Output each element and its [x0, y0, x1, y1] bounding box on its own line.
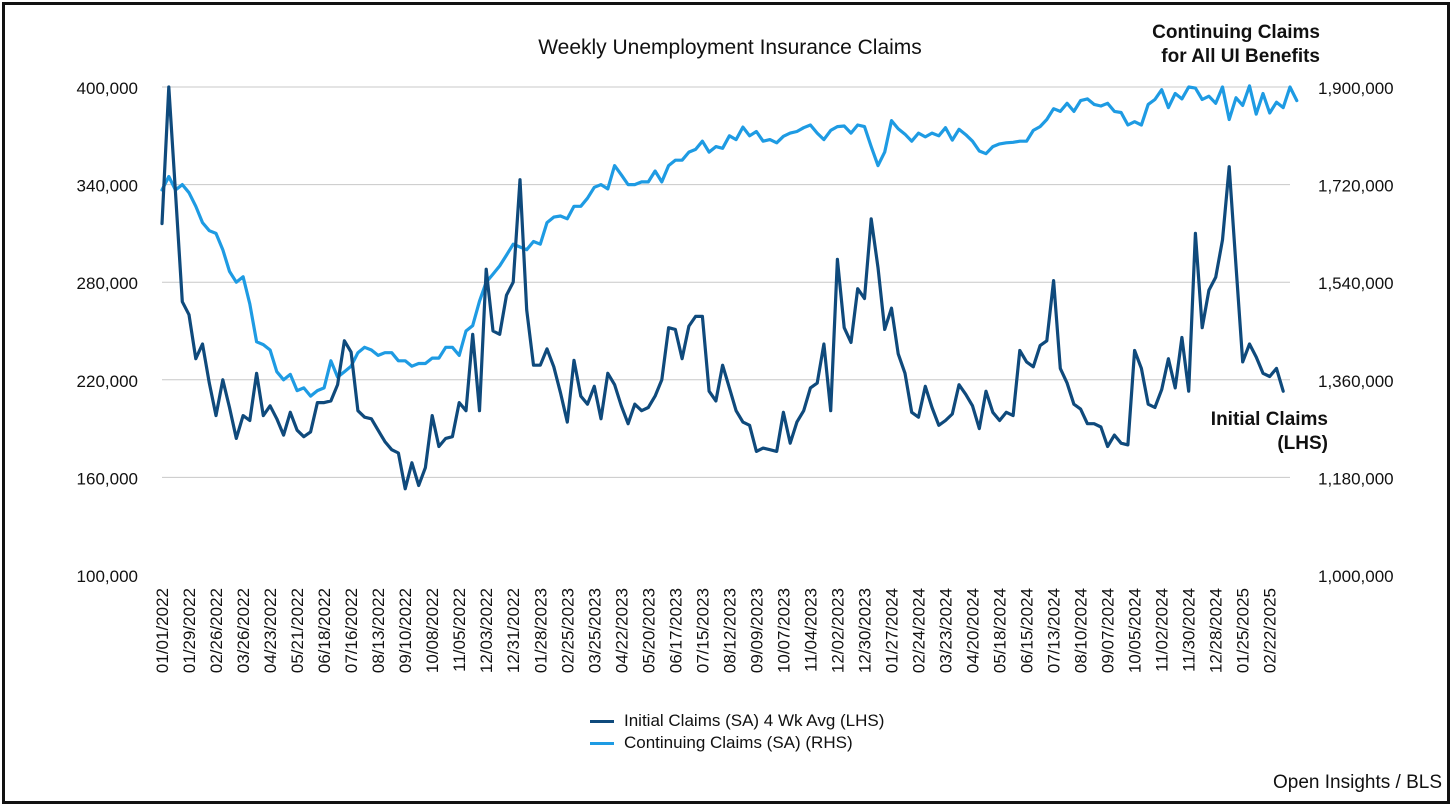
x-tick-label: 02/25/2023 [558, 588, 577, 673]
x-tick-label: 08/12/2023 [720, 588, 739, 673]
x-tick-label: 09/07/2024 [1099, 588, 1118, 673]
legend-item-initial-claims: Initial Claims (SA) 4 Wk Avg (LHS) [590, 710, 884, 732]
initial-claims-line [160, 85, 1285, 491]
x-tick-label: 01/29/2022 [180, 588, 199, 673]
x-tick-label: 10/07/2023 [774, 588, 793, 673]
legend-swatch [590, 741, 614, 745]
right-tick-label: 1,900,000 [1318, 79, 1394, 98]
right-tick-label: 1,360,000 [1318, 372, 1394, 391]
x-tick-label: 12/31/2022 [504, 588, 523, 673]
right-tick-label: 1,180,000 [1318, 469, 1394, 488]
x-tick-label: 12/28/2024 [1207, 588, 1226, 673]
initial-claims-annotation: Initial Claims (LHS) [1120, 408, 1328, 456]
x-tick-label: 06/17/2023 [666, 588, 685, 673]
x-tick-label: 11/05/2022 [450, 588, 469, 672]
x-tick-label: 11/02/2024 [1153, 588, 1172, 672]
x-tick-label: 11/04/2023 [801, 588, 820, 672]
x-tick-label: 03/26/2022 [234, 588, 253, 673]
series-lines [160, 84, 1299, 491]
continuing-claims-annotation: Continuing Claims for All UI Benefits [1080, 21, 1320, 69]
x-tick-label: 06/18/2022 [315, 588, 334, 673]
right-axis-ticks: 1,000,000 1,180,000 1,360,000 1,540,000 1,72… [1318, 79, 1394, 586]
x-tick-label: 06/15/2024 [1018, 588, 1037, 673]
x-tick-label: 07/13/2024 [1045, 588, 1064, 673]
left-tick-label: 400,000 [77, 79, 138, 98]
legend-label: Initial Claims (SA) 4 Wk Avg (LHS) [624, 711, 885, 730]
x-tick-label: 01/27/2024 [882, 588, 901, 673]
x-tick-label: 03/25/2023 [585, 588, 604, 673]
x-tick-label: 09/10/2022 [396, 588, 415, 673]
left-tick-label: 160,000 [77, 469, 138, 488]
x-tick-label: 05/21/2022 [288, 588, 307, 673]
x-tick-label: 07/15/2023 [693, 588, 712, 673]
x-tick-label: 12/03/2022 [477, 588, 496, 673]
left-axis-ticks: 100,000 160,000 220,000 280,000 340,000 400,0… [77, 79, 138, 586]
right-tick-label: 1,540,000 [1318, 274, 1394, 293]
continuing-claims-annotation-text: Continuing Claims for All UI Benefits [1152, 22, 1320, 67]
left-tick-label: 220,000 [77, 372, 138, 391]
x-tick-label: 04/22/2023 [612, 588, 631, 673]
x-tick-label: 02/26/2022 [207, 588, 226, 673]
x-tick-label: 08/10/2024 [1072, 588, 1091, 673]
x-tick-label: 08/13/2022 [369, 588, 388, 673]
x-tick-label: 01/28/2023 [531, 588, 550, 673]
x-tick-label: 02/24/2024 [910, 588, 929, 673]
gridlines [162, 86, 1290, 478]
x-tick-label: 10/08/2022 [423, 588, 442, 673]
x-axis-ticks: 01/01/2022 01/29/2022 02/26/2022 03/26/2022… [153, 588, 1280, 673]
x-tick-label: 01/25/2025 [1234, 588, 1253, 673]
x-tick-label: 11/30/2024 [1180, 588, 1199, 672]
x-tick-label: 07/16/2022 [342, 588, 361, 673]
x-tick-label: 12/02/2023 [828, 588, 847, 673]
x-tick-label: 04/23/2022 [261, 588, 280, 673]
x-tick-label: 05/18/2024 [991, 588, 1010, 673]
left-tick-label: 340,000 [77, 177, 138, 196]
left-tick-label: 280,000 [77, 274, 138, 293]
x-tick-label: 03/23/2024 [937, 588, 956, 673]
x-tick-label: 12/30/2023 [855, 588, 874, 673]
legend-label: Continuing Claims (SA) (RHS) [624, 733, 853, 752]
legend-item-continuing-claims: Continuing Claims (SA) (RHS) [590, 732, 884, 754]
continuing-claims-line [160, 84, 1299, 398]
x-tick-label: 10/05/2024 [1126, 588, 1145, 673]
x-tick-label: 02/22/2025 [1261, 588, 1280, 673]
x-tick-label: 05/20/2023 [639, 588, 658, 673]
right-tick-label: 1,720,000 [1318, 177, 1394, 196]
x-tick-label: 09/09/2023 [747, 588, 766, 673]
x-tick-label: 04/20/2024 [964, 588, 983, 673]
chart-title: Weekly Unemployment Insurance Claims [538, 36, 922, 59]
initial-claims-annotation-text: Initial Claims (LHS) [1210, 409, 1328, 454]
legend-swatch [590, 719, 614, 723]
source-credit: Open Insights / BLS [1273, 772, 1442, 793]
chart-legend: Initial Claims (SA) 4 Wk Avg (LHS) Conti… [590, 710, 884, 754]
left-tick-label: 100,000 [77, 567, 138, 586]
right-tick-label: 1,000,000 [1318, 567, 1394, 586]
x-tick-label: 01/01/2022 [153, 588, 172, 673]
